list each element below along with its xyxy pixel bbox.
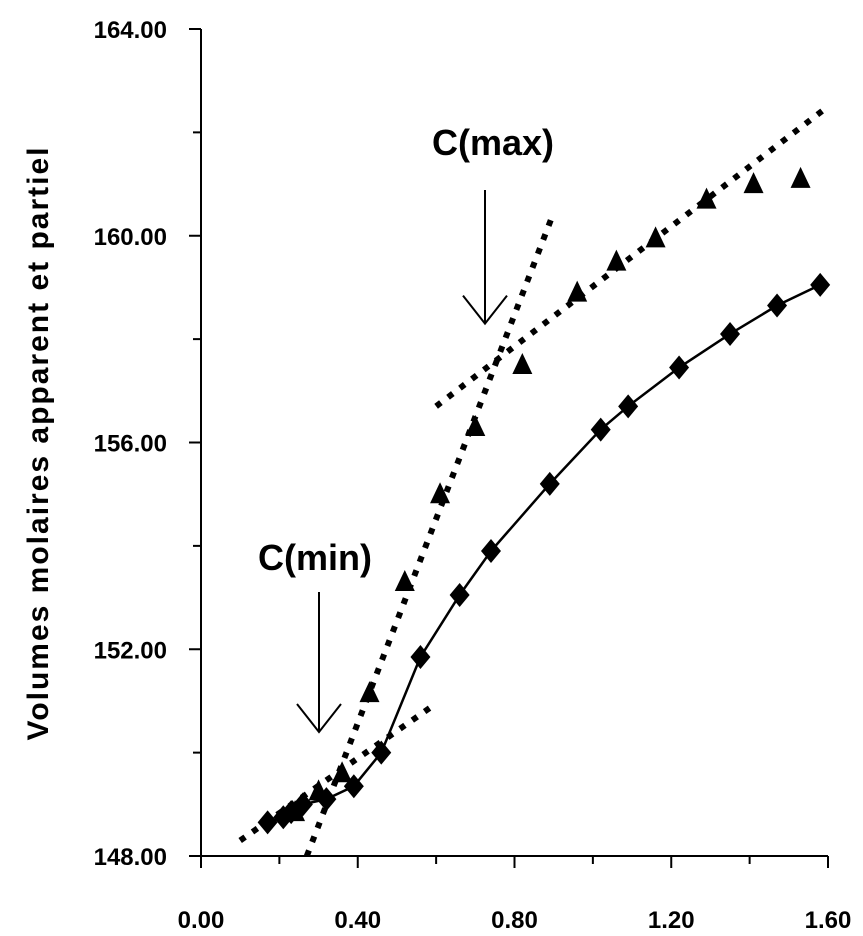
- triangle-marker: [743, 172, 764, 194]
- triangle-marker: [332, 761, 353, 783]
- triangle-marker: [465, 414, 486, 436]
- triangle-marker: [645, 226, 666, 248]
- x-tick-label: 0.80: [491, 907, 538, 934]
- y-tick-label: 148.00: [94, 844, 167, 871]
- x-tick-label: 0.00: [178, 907, 225, 934]
- triangle-marker: [394, 570, 415, 592]
- diamond-marker: [480, 539, 501, 564]
- diamond-marker: [618, 394, 639, 419]
- triangle-marker: [790, 166, 811, 188]
- data-markers: [257, 166, 831, 835]
- x-tick-label: 1.60: [805, 907, 852, 934]
- arrow-head: [462, 295, 508, 326]
- annotation-label: C(min): [258, 537, 372, 578]
- triangle-marker: [359, 681, 380, 703]
- diamond-marker: [767, 293, 788, 318]
- y-tick-label: 156.00: [94, 431, 167, 458]
- annotations: C(min) C(max): [258, 122, 554, 734]
- diamond-marker: [410, 645, 431, 670]
- diamond-marker: [669, 355, 690, 380]
- y-tick-label: 152.00: [94, 637, 167, 664]
- diamond-marker: [371, 740, 392, 765]
- triangle-marker: [512, 352, 533, 374]
- triangle-marker: [285, 800, 306, 822]
- y-axis-title: Volumes molaires apparent et partiel: [22, 146, 55, 741]
- annotation-label: C(max): [432, 122, 554, 163]
- triangle-marker: [430, 482, 451, 504]
- triangle-marker: [696, 187, 717, 209]
- arrow-head: [296, 703, 342, 734]
- diamond-marker: [257, 810, 278, 835]
- triangle-marker: [567, 280, 588, 302]
- triangle-marker: [308, 779, 329, 801]
- dotted-fit-line: [304, 211, 557, 858]
- tick-marks: 0.00 0.40 0.80 1.20 1.60 148.00 152.00 156.00 16…: [94, 17, 852, 934]
- dotted-fit-line: [238, 701, 438, 843]
- diamond-marker: [539, 471, 560, 496]
- diamond-marker: [720, 321, 741, 346]
- x-tick-label: 1.20: [648, 907, 695, 934]
- y-tick-label: 164.00: [94, 17, 167, 44]
- diamond-marker: [590, 417, 611, 442]
- diamond-marker: [449, 582, 470, 607]
- triangle-marker: [606, 249, 627, 271]
- x-tick-label: 0.40: [334, 907, 381, 934]
- y-tick-label: 160.00: [94, 224, 167, 251]
- fit-lines: [238, 104, 830, 858]
- diamond-marker: [810, 272, 831, 297]
